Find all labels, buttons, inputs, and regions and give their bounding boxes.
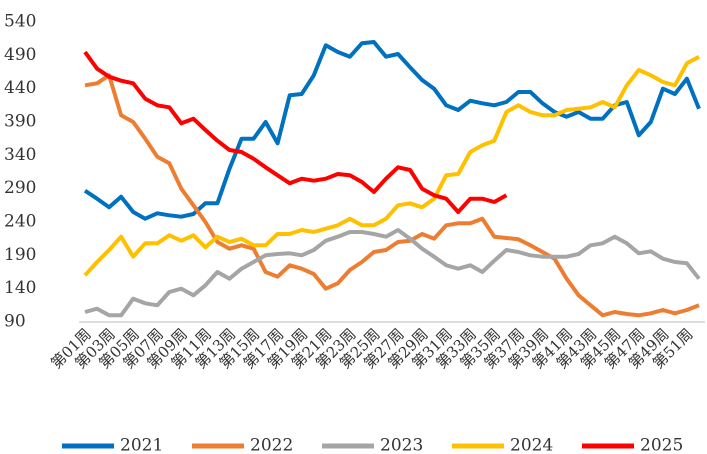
series-line xyxy=(84,73,700,318)
y-tick-label: 490 xyxy=(4,45,36,65)
y-tick-label: 140 xyxy=(4,278,36,298)
series-line xyxy=(83,54,700,277)
y-tick-label: 340 xyxy=(4,145,36,165)
y-tick-label: 90 xyxy=(4,312,26,332)
legend-label: 2022 xyxy=(250,436,293,454)
legend-label: 2024 xyxy=(510,436,553,454)
y-tick-label: 440 xyxy=(4,78,36,98)
legend-label: 2021 xyxy=(120,436,163,454)
legend-label: 2025 xyxy=(640,436,683,454)
y-tick-label: 390 xyxy=(4,112,36,132)
series-line xyxy=(83,50,508,214)
series-line xyxy=(83,40,701,221)
legend-label: 2023 xyxy=(380,436,423,454)
series-line xyxy=(84,228,701,318)
y-tick-label: 240 xyxy=(4,212,36,232)
y-tick-label: 540 xyxy=(4,12,36,32)
y-tick-label: 190 xyxy=(4,245,36,265)
y-tick-label: 290 xyxy=(4,178,36,198)
